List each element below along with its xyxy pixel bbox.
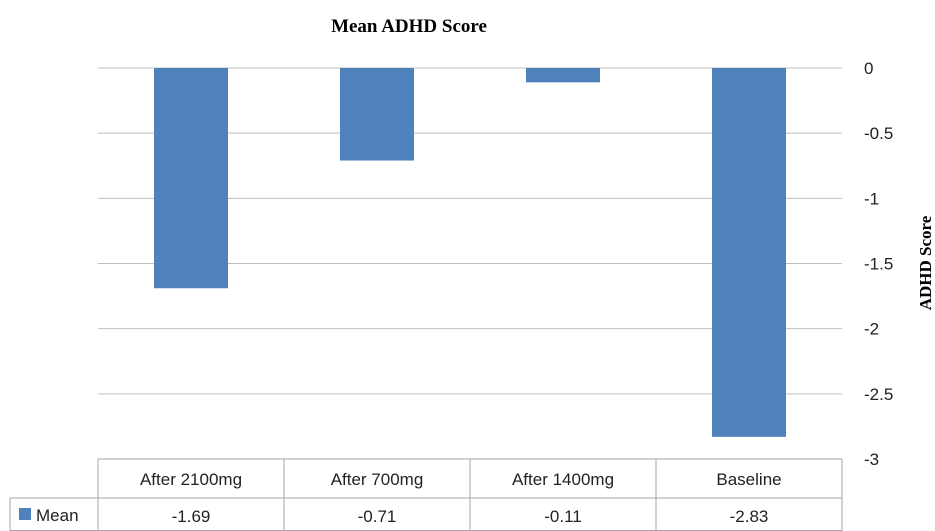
y-tick-label: -2 <box>864 320 879 339</box>
data-label: -1.69 <box>172 507 211 526</box>
data-label: -0.71 <box>358 507 397 526</box>
bars <box>154 68 786 437</box>
y-tick-label: -3 <box>864 450 879 469</box>
x-category-label: After 2100mg <box>140 470 242 489</box>
x-category-label: After 700mg <box>331 470 424 489</box>
legend-swatch <box>19 508 31 520</box>
y-tick-label: -1.5 <box>864 255 893 274</box>
y-tick-label: -0.5 <box>864 124 893 143</box>
bar <box>154 68 228 289</box>
legend-label: Mean <box>36 506 79 525</box>
y-tick-label: -2.5 <box>864 385 893 404</box>
x-category-label: After 1400mg <box>512 470 614 489</box>
data-table: After 2100mg -1.69 After 700mg -0.71 After 1… <box>9 458 843 531</box>
bar <box>526 68 600 83</box>
data-label: -0.11 <box>544 507 582 526</box>
data-label: -2.83 <box>730 507 769 526</box>
bar <box>340 68 414 161</box>
y-tick-label: -1 <box>864 189 879 208</box>
bar <box>712 68 786 437</box>
y-axis-label: ADHD Score <box>916 215 935 310</box>
chart-title: Mean ADHD Score <box>331 16 487 37</box>
y-axis-ticks: 0 -0.5 -1 -1.5 -2 -2.5 -3 <box>864 59 893 469</box>
y-tick-label: 0 <box>864 59 873 78</box>
x-category-label: Baseline <box>716 470 781 489</box>
